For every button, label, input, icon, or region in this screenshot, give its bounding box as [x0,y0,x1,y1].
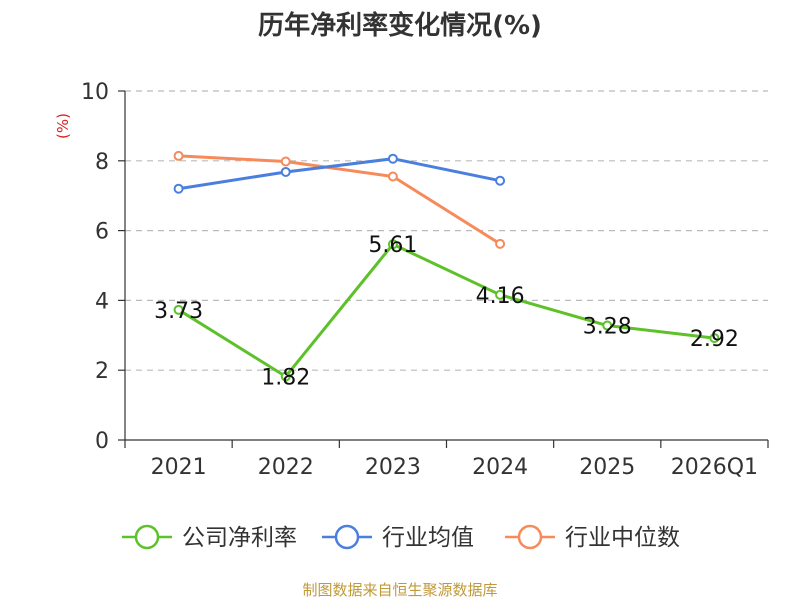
data-point[interactable] [280,166,291,177]
data-label: 1.82 [261,365,310,390]
y-tick-label: 4 [95,289,109,314]
data-point[interactable] [387,171,398,182]
legend-label: 行业均值 [382,525,474,551]
x-tick-label: 2024 [472,455,528,480]
legend-circle-marker [517,524,543,550]
legend-circle-marker [334,524,360,550]
data-label: 3.28 [583,315,632,340]
y-tick-label: 2 [95,359,109,384]
data-label: 4.16 [476,284,525,309]
axes: 0 2 4 6 8 10 2021 2022 2023 2024 2025 2026Q1 [81,80,769,480]
source-note: 制图数据来自恒生聚源数据库 [302,581,497,599]
legend-item-1[interactable]: 行业均值 [322,524,474,551]
y-tick-label: 6 [95,220,109,245]
x-tick-label: 2026Q1 [671,455,758,480]
data-point[interactable] [495,238,506,249]
data-point[interactable] [602,320,613,331]
legend-item-0[interactable]: 公司净利率 [122,524,297,551]
data-label: 5.61 [368,233,417,258]
series-lines [173,150,720,382]
y-tick-label: 10 [81,80,109,105]
data-point[interactable] [709,333,720,344]
series-line-2 [178,154,501,246]
data-point[interactable] [173,150,184,161]
y-tick-label: 0 [95,429,109,454]
series-line-1 [178,157,501,191]
data-point[interactable] [495,289,506,300]
x-tick-label: 2023 [365,455,421,480]
y-axis-unit-label: (%) [54,113,72,139]
data-point[interactable] [387,153,398,164]
data-point[interactable] [280,156,291,167]
x-tick-label: 2025 [579,455,635,480]
legend-item-2[interactable]: 行业中位数 [505,524,680,551]
data-point[interactable] [173,183,184,194]
data-point[interactable] [387,239,398,250]
chart-title: 历年净利率变化情况(%) [258,10,542,41]
x-tick-label: 2021 [151,455,207,480]
data-point[interactable] [495,175,506,186]
legend[interactable]: 公司净利率 行业均值 行业中位数 [122,524,680,551]
series-line-0 [177,242,715,378]
legend-circle-marker [134,524,160,550]
data-label: 3.73 [154,299,203,324]
x-tick-label: 2022 [258,455,314,480]
data-point[interactable] [280,371,291,382]
legend-label: 公司净利率 [182,525,297,551]
data-labels: 3.73 1.82 5.61 4.16 3.28 2.92 [154,233,739,390]
data-label: 2.92 [690,327,739,352]
data-point[interactable] [173,304,184,315]
y-tick-label: 8 [95,150,109,175]
grid-lines [125,90,768,371]
legend-label: 行业中位数 [565,525,680,551]
